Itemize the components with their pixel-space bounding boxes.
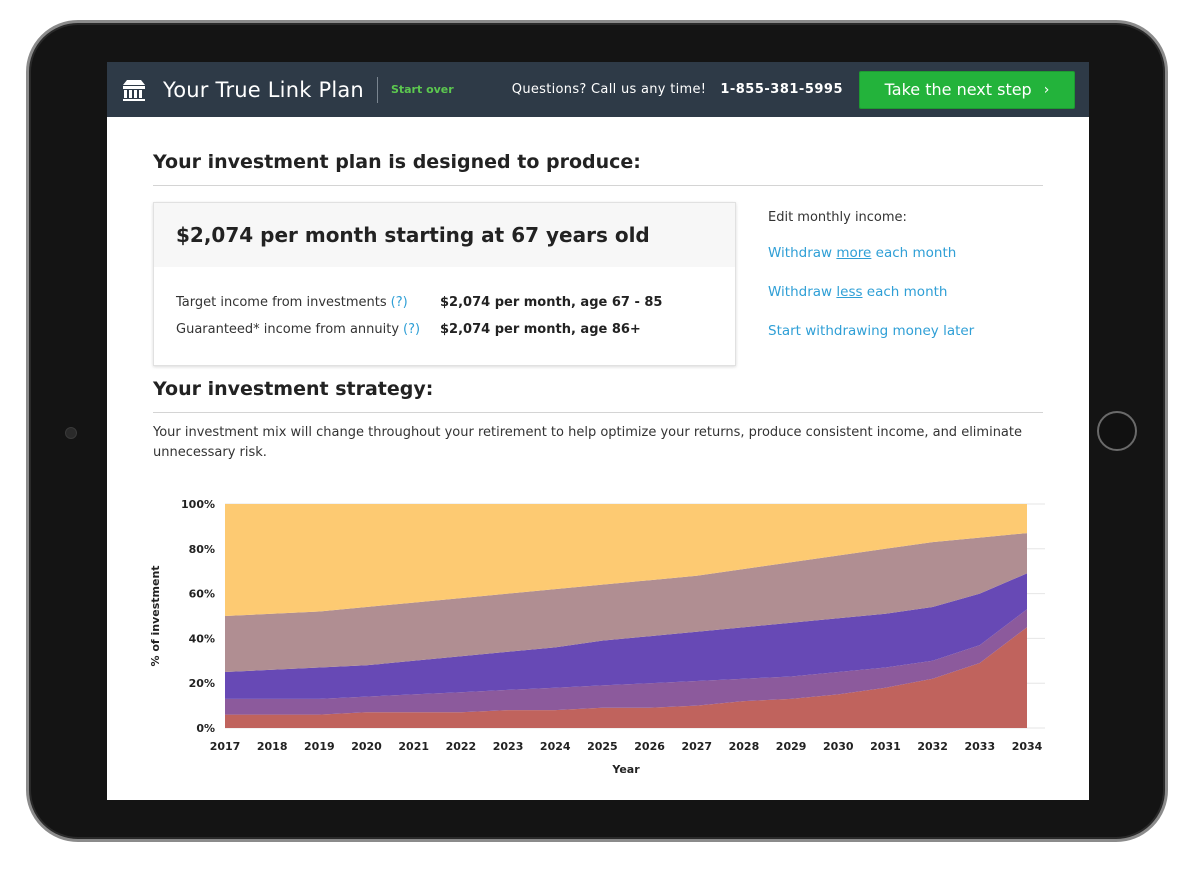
- summary-row-label: Target income from investments: [176, 295, 387, 310]
- summary-top: $2,074 per month starting at 67 years ol…: [154, 203, 735, 267]
- camera-dot: [65, 427, 77, 439]
- summary-row-label-wrap: Guaranteed* income from annuity (?): [176, 322, 440, 337]
- summary-headline: $2,074 per month starting at 67 years ol…: [176, 223, 650, 247]
- chart-areas: [225, 504, 1027, 728]
- summary-row-label-wrap: Target income from investments (?): [176, 295, 440, 310]
- x-tick-label: 2027: [681, 740, 712, 753]
- x-tick-label: 2028: [729, 740, 760, 753]
- help-icon[interactable]: (?): [390, 295, 408, 310]
- y-tick-label: 0%: [196, 722, 215, 735]
- investment-mix-chart: 0% 20% 40% 60% 80% 100% 2017 2018 2019 2020 2021 2…: [147, 488, 1047, 788]
- withdraw-more-link[interactable]: Withdraw more each month: [768, 245, 974, 261]
- link-text: Withdraw: [768, 245, 837, 261]
- app-title: Your True Link Plan: [163, 77, 364, 102]
- x-tick-label: 2020: [351, 740, 382, 753]
- link-text: each month: [871, 245, 957, 261]
- strategy-description: Your investment mix will change througho…: [153, 425, 1022, 460]
- summary-row-guaranteed: Guaranteed* income from annuity (?) $2,07…: [176, 322, 713, 337]
- header-bar: Your True Link Plan Start over Questions…: [107, 62, 1089, 117]
- summary-row-target: Target income from investments (?) $2,074…: [176, 295, 713, 310]
- x-tick-label: 2018: [257, 740, 288, 753]
- x-tick-label: 2024: [540, 740, 571, 753]
- y-tick-label: 80%: [189, 543, 215, 556]
- plan-summary-card: $2,074 per month starting at 67 years ol…: [153, 202, 736, 366]
- truelink-logo-icon: [123, 79, 145, 101]
- y-tick-label: 20%: [189, 677, 215, 690]
- main-content: Your investment plan is designed to prod…: [107, 117, 1089, 463]
- x-tick-label: 2019: [304, 740, 335, 753]
- help-icon[interactable]: (?): [403, 322, 421, 337]
- chart-x-ticks: 2017 2018 2019 2020 2021 2022 2023 2024 2025 2026…: [210, 740, 1043, 753]
- start-over-link[interactable]: Start over: [390, 83, 454, 96]
- x-axis-label: Year: [611, 763, 640, 776]
- x-tick-label: 2034: [1012, 740, 1043, 753]
- start-later-link[interactable]: Start withdrawing money later: [768, 323, 974, 339]
- x-tick-label: 2030: [823, 740, 854, 753]
- phone-number[interactable]: 1-855-381-5995: [720, 82, 843, 97]
- plan-row: $2,074 per month starting at 67 years ol…: [153, 202, 1043, 366]
- x-tick-label: 2032: [917, 740, 948, 753]
- link-emphasis: more: [836, 245, 872, 261]
- link-text: Start withdrawing money later: [768, 323, 975, 339]
- area-series-0: [225, 627, 1027, 728]
- edit-income-panel: Edit monthly income: Withdraw more each …: [768, 202, 974, 366]
- header-right: Questions? Call us any time! 1-855-381-5…: [511, 70, 1075, 109]
- summary-rows: Target income from investments (?) $2,074…: [154, 267, 735, 337]
- area-series-1: [225, 609, 1027, 715]
- link-emphasis: less: [836, 284, 863, 300]
- area-series-2: [225, 573, 1027, 699]
- x-tick-label: 2017: [210, 740, 241, 753]
- summary-row-value: $2,074 per month, age 86+: [440, 322, 641, 337]
- y-tick-label: 40%: [189, 632, 215, 645]
- strategy-heading: Your investment strategy:: [153, 366, 1043, 413]
- link-text: each month: [862, 284, 948, 300]
- chart-y-ticks: 0% 20% 40% 60% 80% 100%: [181, 498, 215, 735]
- x-tick-label: 2026: [634, 740, 665, 753]
- x-tick-label: 2021: [398, 740, 429, 753]
- chevron-right-icon: ›: [1043, 81, 1050, 98]
- x-tick-label: 2029: [776, 740, 807, 753]
- screen: Your True Link Plan Start over Questions…: [107, 62, 1089, 800]
- plan-heading: Your investment plan is designed to prod…: [153, 117, 1043, 186]
- y-tick-label: 100%: [181, 498, 215, 511]
- area-series-4: [225, 504, 1027, 616]
- y-tick-label: 60%: [189, 588, 215, 601]
- next-step-label: Take the next step: [884, 80, 1032, 99]
- link-text: Withdraw: [768, 284, 837, 300]
- summary-row-value: $2,074 per month, age 67 - 85: [440, 295, 663, 310]
- questions-text: Questions? Call us any time!: [511, 82, 707, 97]
- edit-income-title: Edit monthly income:: [768, 210, 907, 225]
- chart-svg: 0%20%40%60%80%100% 2017 2018 2019 2020 2021 2…: [149, 498, 1045, 776]
- home-button[interactable]: [1097, 411, 1137, 451]
- x-tick-label: 2033: [965, 740, 996, 753]
- x-tick-label: 2022: [446, 740, 477, 753]
- summary-row-label: Guaranteed* income from annuity: [176, 322, 400, 337]
- x-tick-label: 2031: [870, 740, 901, 753]
- x-tick-label: 2025: [587, 740, 618, 753]
- header-divider: [376, 76, 378, 103]
- next-step-button[interactable]: Take the next step ›: [859, 70, 1075, 109]
- withdraw-less-link[interactable]: Withdraw less each month: [768, 284, 974, 300]
- area-series-3: [225, 533, 1027, 672]
- x-tick-label: 2023: [493, 740, 524, 753]
- y-axis-label: % of investment: [149, 565, 162, 666]
